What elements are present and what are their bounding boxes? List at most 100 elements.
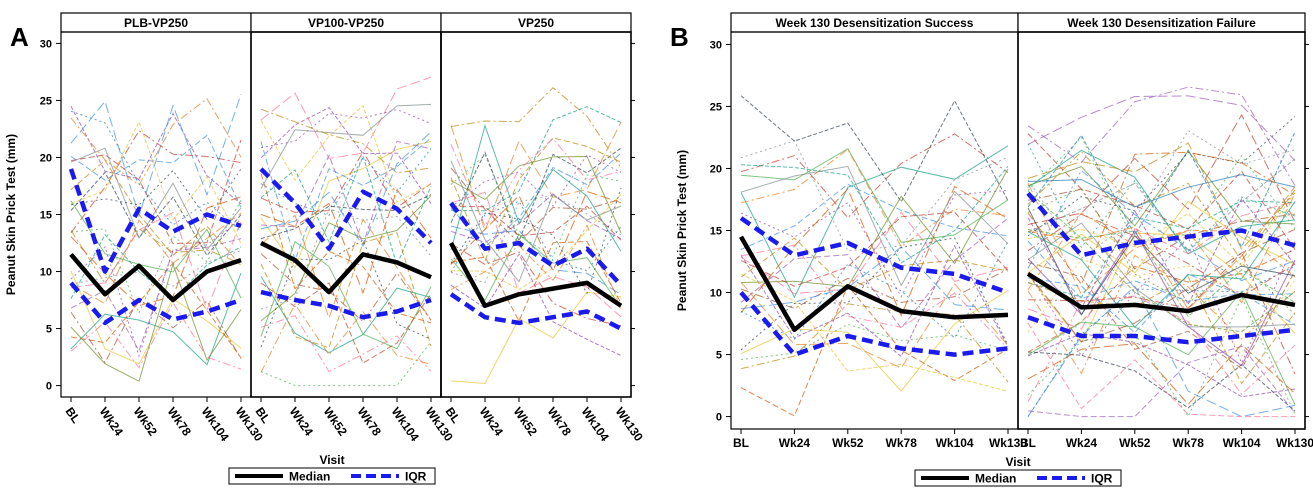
chart-panel-a: A 0 5 10 15 20 25 30 Peanut Skin Prick Test (mm)… bbox=[4, 12, 646, 485]
iqr-line-q1 bbox=[739, 291, 1009, 357]
subject-line bbox=[740, 185, 1009, 317]
subject-line bbox=[260, 137, 432, 262]
subject-line bbox=[450, 191, 622, 318]
subject-line bbox=[260, 341, 432, 387]
subject-line bbox=[260, 131, 432, 247]
y-tick-label: 10 bbox=[40, 267, 52, 279]
subject-line bbox=[740, 217, 1009, 330]
subject-line bbox=[260, 76, 432, 160]
subject-line bbox=[740, 303, 1009, 383]
y-tick-label: 30 bbox=[710, 39, 722, 51]
iqr-line-q3 bbox=[739, 216, 1009, 295]
subject-line bbox=[740, 148, 1009, 248]
subject-line bbox=[450, 225, 622, 295]
subject-line bbox=[1027, 229, 1296, 333]
x-tick-label: Wk52 bbox=[511, 405, 541, 439]
legend-iqr-label: IQR bbox=[1091, 472, 1113, 486]
facet-title: VP100-VP250 bbox=[308, 16, 384, 30]
subject-line bbox=[1027, 86, 1296, 186]
subject-line bbox=[1027, 151, 1296, 262]
x-tick-label: Wk24 bbox=[1066, 436, 1098, 450]
subject-line bbox=[70, 130, 242, 234]
subject-line bbox=[260, 106, 432, 204]
subject-line bbox=[1027, 131, 1296, 249]
y-tick-label: 5 bbox=[46, 324, 52, 336]
y-axis-label: Peanut Skin Prick Test (mm) bbox=[675, 150, 689, 311]
subject-line bbox=[1027, 265, 1296, 417]
subject-line bbox=[260, 194, 432, 240]
subject-line bbox=[260, 232, 432, 349]
subject-line bbox=[450, 243, 622, 327]
subject-line bbox=[70, 270, 242, 365]
x-tick-label: Wk52 bbox=[1119, 436, 1151, 450]
iqr-line-q1 bbox=[69, 281, 242, 326]
subject-line bbox=[260, 148, 432, 217]
facet-frame bbox=[440, 31, 632, 398]
x-tick-label: Wk78 bbox=[165, 405, 195, 439]
subject-line bbox=[1027, 258, 1296, 358]
subject-line bbox=[70, 134, 242, 208]
subject-line bbox=[450, 147, 622, 243]
y-axis-label: Peanut Skin Prick Test (mm) bbox=[4, 134, 18, 295]
y-tick-label: 0 bbox=[46, 381, 52, 393]
legend-iqr-label: IQR bbox=[405, 470, 427, 484]
subject-line bbox=[450, 152, 622, 248]
x-tick-label: BL bbox=[63, 405, 84, 426]
subject-lines bbox=[740, 95, 1009, 417]
subject-line bbox=[1027, 213, 1296, 298]
x-tick-label: Wk104 bbox=[1223, 436, 1261, 450]
legend: Median IQR bbox=[228, 467, 436, 485]
subject-line bbox=[1027, 200, 1296, 274]
subject-line bbox=[260, 154, 432, 267]
subject-lines bbox=[70, 94, 242, 382]
x-tick-label: Wk78 bbox=[886, 436, 918, 450]
subject-line bbox=[1027, 95, 1296, 162]
median-line bbox=[69, 252, 242, 303]
x-tick-label: Wk78 bbox=[355, 405, 385, 439]
x-tick-label: Wk104 bbox=[936, 436, 974, 450]
median-line bbox=[449, 241, 623, 309]
iqr-line-q1 bbox=[260, 289, 432, 320]
facet-title: Week 130 Desensitization Failure bbox=[1067, 16, 1256, 30]
subject-line bbox=[1027, 295, 1296, 418]
facet-1: Week 130 Desensitization Success BL Wk24 Wk… bbox=[730, 12, 1027, 450]
subject-line bbox=[260, 282, 432, 364]
subject-line bbox=[70, 212, 242, 305]
subject-line bbox=[70, 199, 242, 315]
subject-line bbox=[70, 159, 242, 267]
y-tick-label: 5 bbox=[716, 350, 722, 362]
x-tick-label: Wk130 bbox=[613, 405, 646, 444]
subject-line bbox=[1027, 158, 1296, 253]
subject-line bbox=[1027, 136, 1296, 243]
subject-lines bbox=[1027, 86, 1296, 418]
y-tick-label: 25 bbox=[710, 101, 722, 113]
subject-line bbox=[740, 241, 1009, 340]
median-line bbox=[739, 235, 1009, 333]
subject-line bbox=[70, 171, 242, 257]
x-tick-label: Wk52 bbox=[832, 436, 864, 450]
y-tick-label: 20 bbox=[710, 163, 722, 175]
subject-line bbox=[740, 273, 1009, 392]
y-tick-label: 15 bbox=[710, 226, 722, 238]
subject-line bbox=[1027, 343, 1296, 406]
subject-line bbox=[70, 228, 242, 285]
subject-line bbox=[1027, 113, 1296, 225]
x-tick-label: Wk52 bbox=[131, 405, 161, 439]
x-axis-label: Visit bbox=[319, 453, 344, 467]
x-tick-label: Wk78 bbox=[545, 405, 575, 439]
subject-line bbox=[740, 133, 1009, 219]
subject-line bbox=[70, 120, 242, 244]
subject-line bbox=[260, 253, 432, 323]
subject-line bbox=[1027, 254, 1296, 375]
legend-median-label: Median bbox=[975, 472, 1016, 486]
subject-line bbox=[70, 272, 242, 366]
x-tick-label: Wk24 bbox=[97, 405, 127, 439]
subject-line bbox=[740, 211, 1009, 287]
subject-line bbox=[70, 98, 242, 186]
subject-line bbox=[260, 188, 432, 295]
subject-line bbox=[450, 167, 622, 244]
y-tick-label: 25 bbox=[40, 95, 52, 107]
subject-line bbox=[1027, 240, 1296, 326]
subject-line bbox=[450, 200, 622, 273]
